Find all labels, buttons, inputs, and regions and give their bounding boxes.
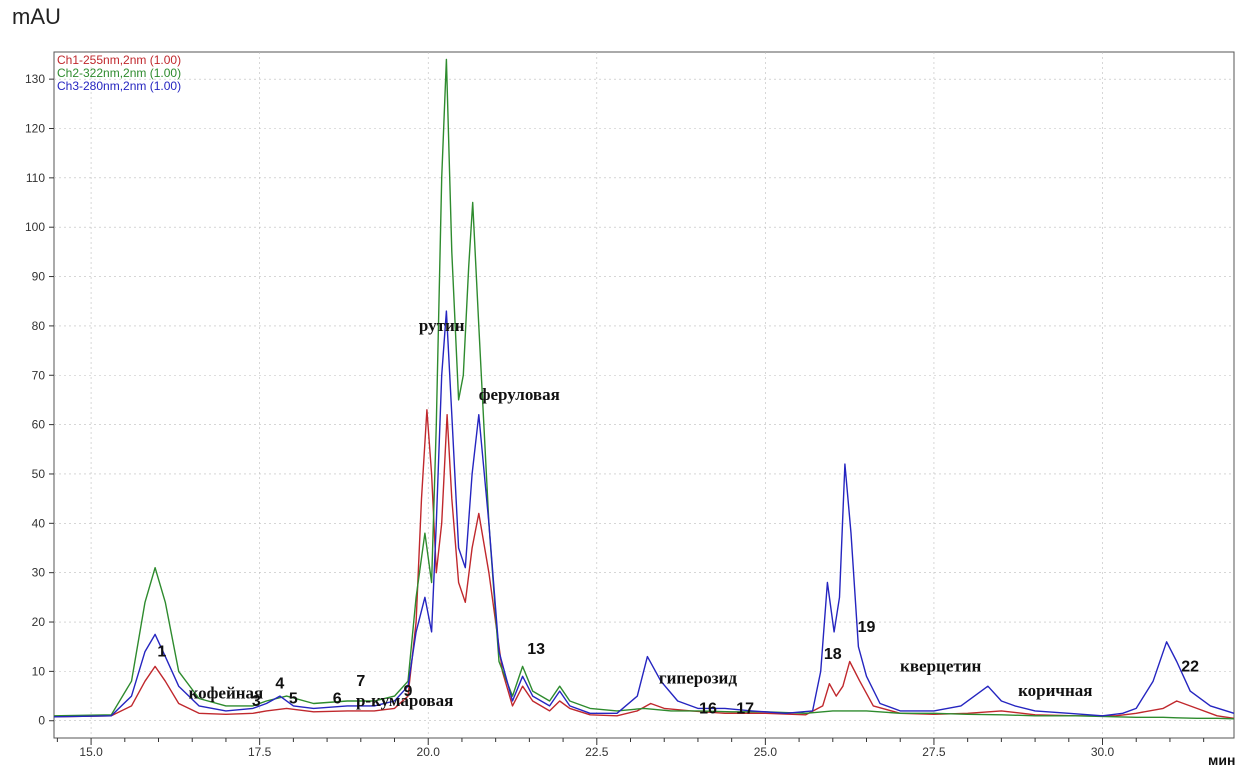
peak-annotation: кофейная [189,684,264,703]
y-tick-label: 60 [32,418,46,432]
series-line-ch2 [53,58,1235,720]
peak-annotation: коричная [1018,681,1092,700]
x-tick-label: 15.0 [79,745,103,759]
y-tick-label: 20 [32,615,46,629]
peak-annotation: 22 [1181,658,1199,675]
x-axis-unit-label: мин [1208,752,1236,768]
y-tick-label: 10 [32,664,46,678]
peak-annotation: 19 [858,619,876,636]
peak-annotation: 13 [527,641,545,658]
y-tick-label: 100 [25,220,45,234]
x-tick-label: 17.5 [248,745,272,759]
peak-annotation: рутин [419,316,465,335]
y-tick-label: 90 [32,270,46,284]
x-tick-label: 25.0 [754,745,778,759]
y-tick-label: 50 [32,467,46,481]
peak-annotation: 3 [252,693,261,710]
y-tick-label: 130 [25,72,45,86]
legend-entry-ch3: Ch3-280nm,2nm (1.00) [57,79,181,93]
x-tick-label: 27.5 [922,745,946,759]
peak-annotation: p-кумаровая [356,691,453,710]
peak-annotation: 6 [333,690,342,707]
peak-annotation: 18 [824,646,842,663]
peak-annotation: 7 [356,673,365,690]
x-tick-label: 20.0 [417,745,441,759]
peak-annotation: гиперозид [659,669,737,688]
plot-frame [53,51,1235,739]
peak-annotation: 1 [157,644,166,661]
peak-annotation: 9 [404,683,413,700]
peak-annotation: 17 [736,700,754,717]
y-axis-unit-label: mAU [12,4,61,29]
legend-entry-ch2: Ch2-322nm,2nm (1.00) [57,66,181,80]
peak-annotation: 16 [699,700,717,717]
peak-annotation: феруловая [479,385,560,404]
series-line-ch3 [53,310,1235,718]
y-tick-label: 0 [38,714,45,728]
peak-annotation: 5 [289,690,298,707]
x-tick-label: 30.0 [1091,745,1115,759]
y-tick-label: 40 [32,516,46,530]
y-tick-label: 80 [32,319,46,333]
y-tick-label: 110 [26,171,45,185]
peak-annotation: кверцетин [900,656,981,675]
y-tick-label: 70 [32,368,46,382]
x-tick-label: 22.5 [585,745,609,759]
peak-annotation: 4 [275,676,284,693]
legend-entry-ch1: Ch1-255nm,2nm (1.00) [57,53,181,67]
y-tick-label: 120 [25,121,45,135]
y-tick-label: 30 [32,566,46,580]
